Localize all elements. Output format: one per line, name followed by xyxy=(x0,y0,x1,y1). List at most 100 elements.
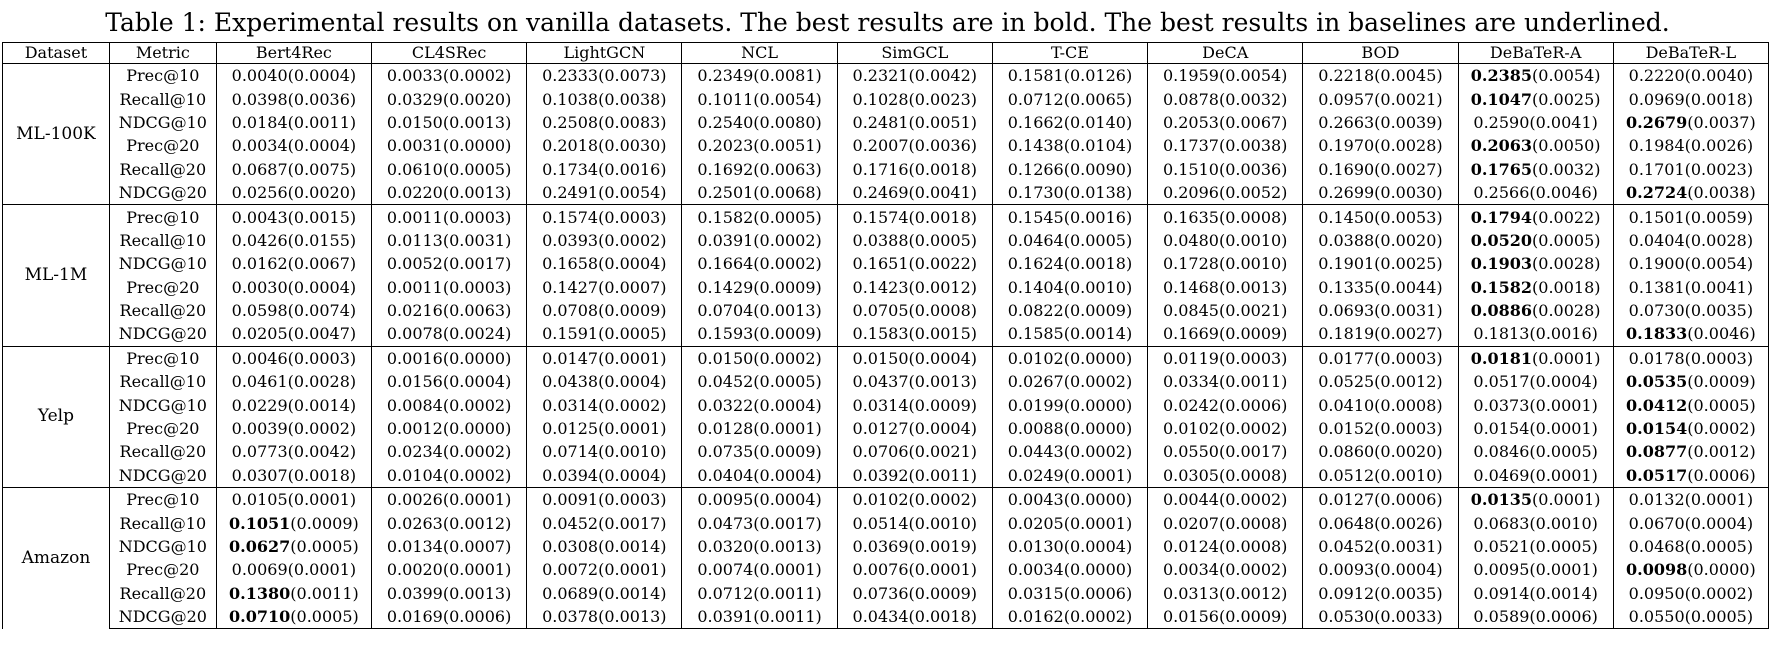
std-value: (0.0013) xyxy=(908,372,977,392)
result-cell: 0.0689(0.0014) xyxy=(526,581,683,605)
std-value: (0.0012) xyxy=(1218,583,1288,603)
mean-value: 0.1450 xyxy=(1318,207,1375,227)
result-cell: 0.1047(0.0025) xyxy=(1457,87,1614,111)
metric-name: Recall@10 xyxy=(108,87,217,111)
mean-value: 0.1545 xyxy=(1007,207,1064,227)
mean-value: 0.0393 xyxy=(542,230,599,250)
mean-value: 0.1423 xyxy=(852,277,909,297)
result-cell: 0.0156(0.0004) xyxy=(370,370,528,394)
std-value: (0.0008) xyxy=(1374,395,1443,415)
std-value: (0.0033) xyxy=(1374,607,1443,627)
std-value: (0.0000) xyxy=(442,419,512,439)
result-cell: 0.0130(0.0004) xyxy=(991,534,1149,559)
result-cell: 0.0095(0.0004) xyxy=(681,487,838,512)
mean-value: 0.0461 xyxy=(231,372,288,392)
std-value: (0.0036) xyxy=(1218,159,1288,179)
table-caption: Table 1: Experimental results on vanilla… xyxy=(105,8,1670,37)
result-cell: 0.1716(0.0018) xyxy=(836,157,993,181)
mean-value: 0.1038 xyxy=(542,89,599,109)
result-cell: 0.2063(0.0050) xyxy=(1457,134,1614,158)
mean-value: 0.0095 xyxy=(1473,560,1530,580)
std-value: (0.0000) xyxy=(1063,560,1133,580)
std-value: (0.0001) xyxy=(753,419,822,439)
std-value: (0.0023) xyxy=(1684,159,1754,179)
mean-value: 0.0125 xyxy=(542,419,599,439)
mean-value: 0.0434 xyxy=(852,607,909,627)
std-value: (0.0054) xyxy=(598,183,667,203)
std-value: (0.0041) xyxy=(908,183,977,203)
result-cell: 0.0735(0.0009) xyxy=(681,440,838,464)
result-cell: 0.0034(0.0000) xyxy=(991,558,1149,582)
result-cell: 0.2540(0.0080) xyxy=(681,110,838,135)
result-cell: 0.0052(0.0017) xyxy=(370,252,528,276)
mean-value: 0.0102 xyxy=(1007,348,1064,368)
std-value: (0.0059) xyxy=(1684,207,1754,227)
result-cell: 0.0480(0.0010) xyxy=(1147,228,1304,253)
mean-value: 0.2218 xyxy=(1318,66,1375,86)
mean-value: 0.0322 xyxy=(697,395,754,415)
result-cell: 0.0391(0.0011) xyxy=(681,604,838,630)
std-value: (0.0045) xyxy=(1374,66,1443,86)
std-value: (0.0001) xyxy=(908,560,977,580)
mean-value: 0.1593 xyxy=(697,324,754,344)
std-value: (0.0063) xyxy=(753,159,822,179)
mean-value: 0.0184 xyxy=(231,112,288,132)
result-cell: 0.1819(0.0027) xyxy=(1302,322,1459,347)
mean-value: 0.1028 xyxy=(852,89,909,109)
result-cell: 0.0229(0.0014) xyxy=(215,393,373,417)
result-cell: 0.0410(0.0008) xyxy=(1302,393,1459,417)
result-cell: 0.0084(0.0002) xyxy=(370,393,528,417)
std-value: (0.0065) xyxy=(1063,89,1133,109)
table-row: Recall@20 0.0687(0.0075) 0.0610(0.0005) 0.1… xyxy=(3,157,1770,181)
header-debater-a: DeBaTeR-A xyxy=(1457,42,1614,64)
mean-value: 0.0426 xyxy=(231,230,288,250)
result-cell: 0.0072(0.0001) xyxy=(526,558,683,582)
mean-value: 0.0102 xyxy=(1162,419,1219,439)
mean-value: 0.0846 xyxy=(1473,442,1530,462)
std-value: (0.0016) xyxy=(1529,324,1598,344)
table-row: Prec@20 0.0034(0.0004) 0.0031(0.0000) 0.201… xyxy=(3,134,1770,158)
std-value: (0.0054) xyxy=(1218,66,1288,86)
mean-value: 0.0093 xyxy=(1318,560,1375,580)
mean-value: 0.1011 xyxy=(697,89,754,109)
result-cell: 0.1028(0.0023) xyxy=(836,87,993,111)
mean-value: 0.2007 xyxy=(852,136,909,156)
mean-value: 0.0130 xyxy=(1007,537,1064,556)
result-cell: 0.0095(0.0001) xyxy=(1457,558,1614,582)
result-cell: 0.0156(0.0009) xyxy=(1147,604,1304,630)
std-value: (0.0003) xyxy=(598,207,667,227)
mean-value: 0.0084 xyxy=(386,395,443,415)
result-cell: 0.0687(0.0075) xyxy=(215,157,373,181)
std-value: (0.0009) xyxy=(908,583,977,603)
std-value: (0.0020) xyxy=(442,89,512,109)
std-value: (0.0010) xyxy=(598,442,667,462)
result-cell: 0.0267(0.0002) xyxy=(991,370,1149,394)
mean-value: 0.0076 xyxy=(852,560,909,580)
result-cell: 0.0704(0.0013) xyxy=(681,298,838,323)
result-cell: 0.0105(0.0001) xyxy=(215,487,373,512)
std-value: (0.0025) xyxy=(1374,254,1443,274)
result-cell: 0.0162(0.0067) xyxy=(215,252,373,276)
result-cell: 0.0412(0.0005) xyxy=(1612,393,1770,417)
mean-value: 0.0329 xyxy=(386,89,443,109)
mean-value: 0.0119 xyxy=(1162,348,1219,368)
metric-name: Recall@20 xyxy=(108,581,217,605)
std-value: (0.0019) xyxy=(908,537,977,556)
table-row: ML-100K Prec@10 0.0040(0.0004) 0.0033(0.000… xyxy=(2,62,1770,205)
std-value: (0.0004) xyxy=(1063,537,1133,556)
dataset-name: Yelp xyxy=(2,345,110,488)
result-cell: 0.1765(0.0032) xyxy=(1457,157,1614,181)
metric-name: NDCG@20 xyxy=(108,604,217,630)
std-value: (0.0025) xyxy=(1532,89,1601,109)
std-value: (0.0004) xyxy=(598,254,667,274)
std-value: (0.0027) xyxy=(1374,159,1443,179)
header-cl4srec: CL4SRec xyxy=(370,42,528,64)
std-value: (0.0155) xyxy=(287,230,357,250)
table-row: Recall@10 0.0398(0.0036) 0.0329(0.0020) 0.1… xyxy=(3,87,1770,111)
result-cell: 0.0150(0.0002) xyxy=(681,345,838,371)
result-cell: 0.2679(0.0037) xyxy=(1612,110,1770,135)
header-bod: BOD xyxy=(1302,42,1459,64)
result-cell: 0.0388(0.0005) xyxy=(836,228,993,253)
std-value: (0.0004) xyxy=(908,419,977,439)
std-value: (0.0036) xyxy=(908,136,977,156)
